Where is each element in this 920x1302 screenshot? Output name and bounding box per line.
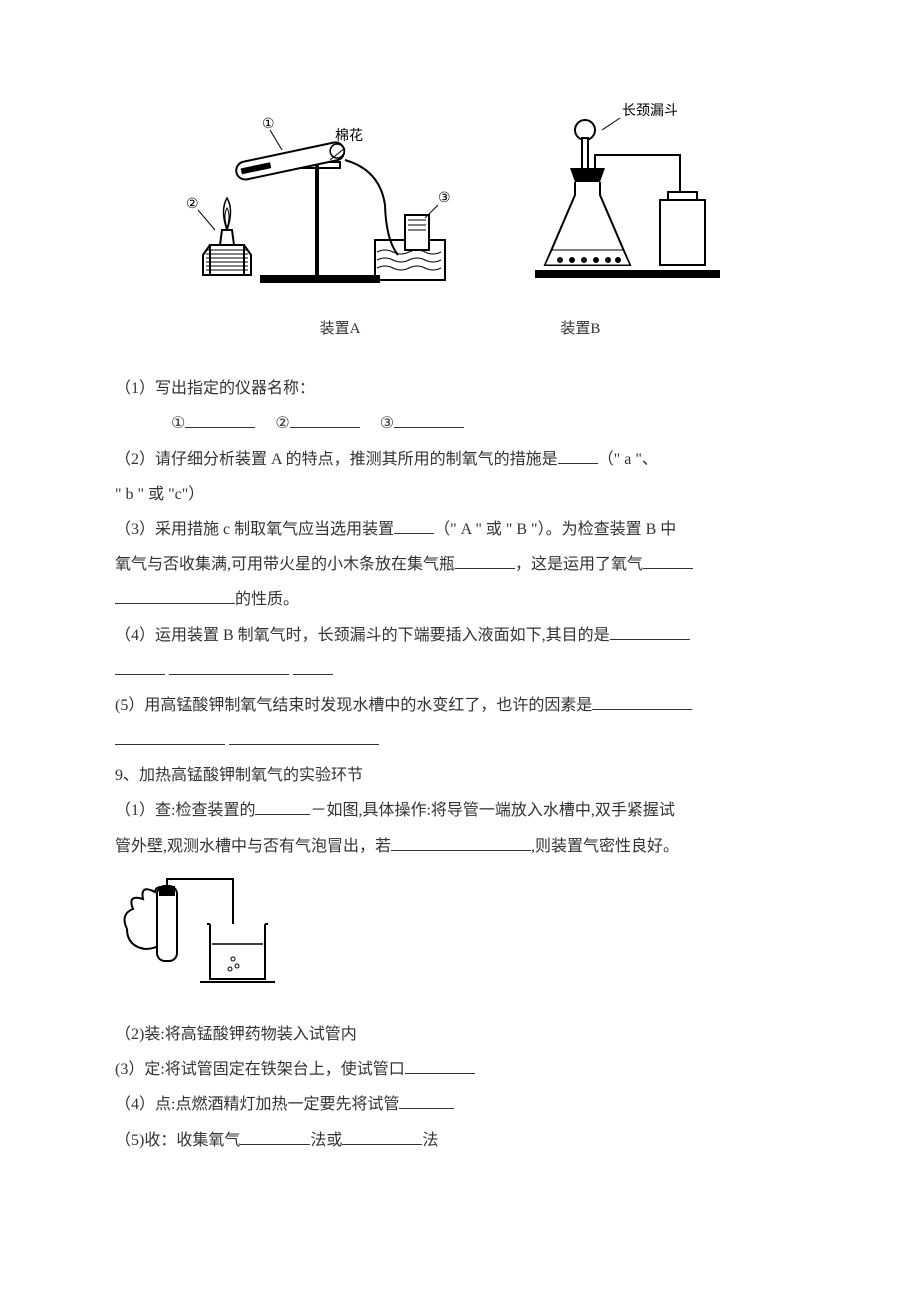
blank [240,1129,310,1145]
q4-line2 [115,653,805,688]
airtight-diagram [115,874,805,1007]
q9-5: （5)收：收集氧气 法或 法 [115,1123,805,1158]
label-cotton: 棉花 [335,127,363,144]
q1-opt3: ③ [380,415,394,432]
q4-line1: （4）运用装置 B 制氧气时，长颈漏斗的下端要插入液面如下,其目的是 [115,618,805,653]
blank [391,835,531,851]
q3-text-e: 的性质。 [235,591,299,608]
diagram-a: ① 棉花 [180,110,450,303]
label-2: ② [186,197,199,212]
q4-text: （4）运用装置 B 制氧气时，长颈漏斗的下端要插入液面如下,其目的是 [115,627,610,644]
q9-1-text-b: －如图,具体操作:将导管一端放入水槽中,双手紧握试 [310,802,674,819]
q1-opt2: ② [275,415,289,432]
label-funnel: 长颈漏斗 [622,103,678,119]
q9-3: (3）定:将试管固定在铁架台上，使试管口 [115,1052,805,1087]
blank [290,412,360,428]
q5-line1: (5）用高锰酸钾制氧气结束时发现水槽中的水变红了，也许的因素是 [115,688,805,723]
blank [229,729,379,745]
q3-line3: 的性质。 [115,582,805,617]
caption-b: 装置B [560,313,600,346]
diagram-row: ① 棉花 [115,100,805,303]
q3-text-d: ，这是运用了氧气 [515,556,643,573]
caption-a: 装置A [320,313,361,346]
blank [394,412,464,428]
q9-5-text-c: 法 [422,1132,438,1149]
q9-5-text-b: 法或 [310,1132,342,1149]
blank [399,1093,454,1109]
q9-2: （2)装:将高锰酸钾药物装入试管内 [115,1017,805,1052]
q2-text-a: （2）请仔细分析装置 A 的特点，推测其所用的制氧气的措施是 [115,451,558,468]
q9-3-text: (3）定:将试管固定在铁架台上，使试管口 [115,1061,405,1078]
blank [405,1058,475,1074]
blank [115,588,235,604]
blank [394,518,434,534]
q3-line2: 氧气与否收集满,可用带火星的小木条放在集气瓶 ，这是运用了氧气 [115,547,805,582]
q9-1-line2: 管外壁,观测水槽中与否有气泡冒出，若 ,则装置气密性良好。 [115,829,805,864]
label-3: ③ [438,191,450,206]
blank [592,694,692,710]
apparatus-a-icon: ① 棉花 [180,110,450,290]
q5-line2 [115,723,805,758]
q1-opt1: ① [171,415,185,432]
q9-4-text: （4）点:点燃酒精灯加热一定要先将试管 [115,1096,399,1113]
q9-title: 9、加热高锰酸钾制氧气的实验环节 [115,758,805,793]
alcohol-lamp-icon [203,198,251,275]
blank [342,1129,422,1145]
apparatus-b-icon: 长颈漏斗 [530,100,740,290]
blank [115,659,165,675]
blank [643,553,693,569]
q2-line1: （2）请仔细分析装置 A 的特点，推测其所用的制氧气的措施是 （" a "、 [115,442,805,477]
q2-text-b: （" a "、 [598,451,658,468]
blank [293,659,333,675]
blank [185,412,255,428]
blank [115,729,225,745]
blank [455,553,515,569]
q9-5-text-a: （5)收：收集氧气 [115,1132,240,1149]
q9-1-text-d: ,则装置气密性良好。 [531,838,679,855]
q1-line2: ① ② ③ [115,406,805,441]
q9-1-text-c: 管外壁,观测水槽中与否有气泡冒出，若 [115,838,391,855]
q9-1-text-a: （1）查:检查装置的 [115,802,255,819]
diagram-b: 长颈漏斗 [530,100,740,303]
q2-line2: " b " 或 "c"） [115,477,805,512]
q5-text: (5）用高锰酸钾制氧气结束时发现水槽中的水变红了，也许的因素是 [115,697,592,714]
q1-line1: （1）写出指定的仪器名称： [115,371,805,406]
q3-text-b: （" A " 或 " B "）。为检查装置 B 中 [434,521,676,538]
q9-4: （4）点:点燃酒精灯加热一定要先将试管 [115,1087,805,1122]
q9-1-line1: （1）查:检查装置的 －如图,具体操作:将导管一端放入水槽中,双手紧握试 [115,793,805,828]
airtight-check-icon [115,874,285,994]
q3-line1: （3）采用措施 c 制取氧气应当选用装置 （" A " 或 " B "）。为检查装… [115,512,805,547]
caption-row: 装置A 装置B [115,313,805,346]
q3-text-a: （3）采用措施 c 制取氧气应当选用装置 [115,521,394,538]
blank [169,659,289,675]
label-1: ① [262,117,275,132]
blank [255,799,310,815]
blank [558,448,598,464]
q3-text-c: 氧气与否收集满,可用带火星的小木条放在集气瓶 [115,556,455,573]
blank [610,624,690,640]
